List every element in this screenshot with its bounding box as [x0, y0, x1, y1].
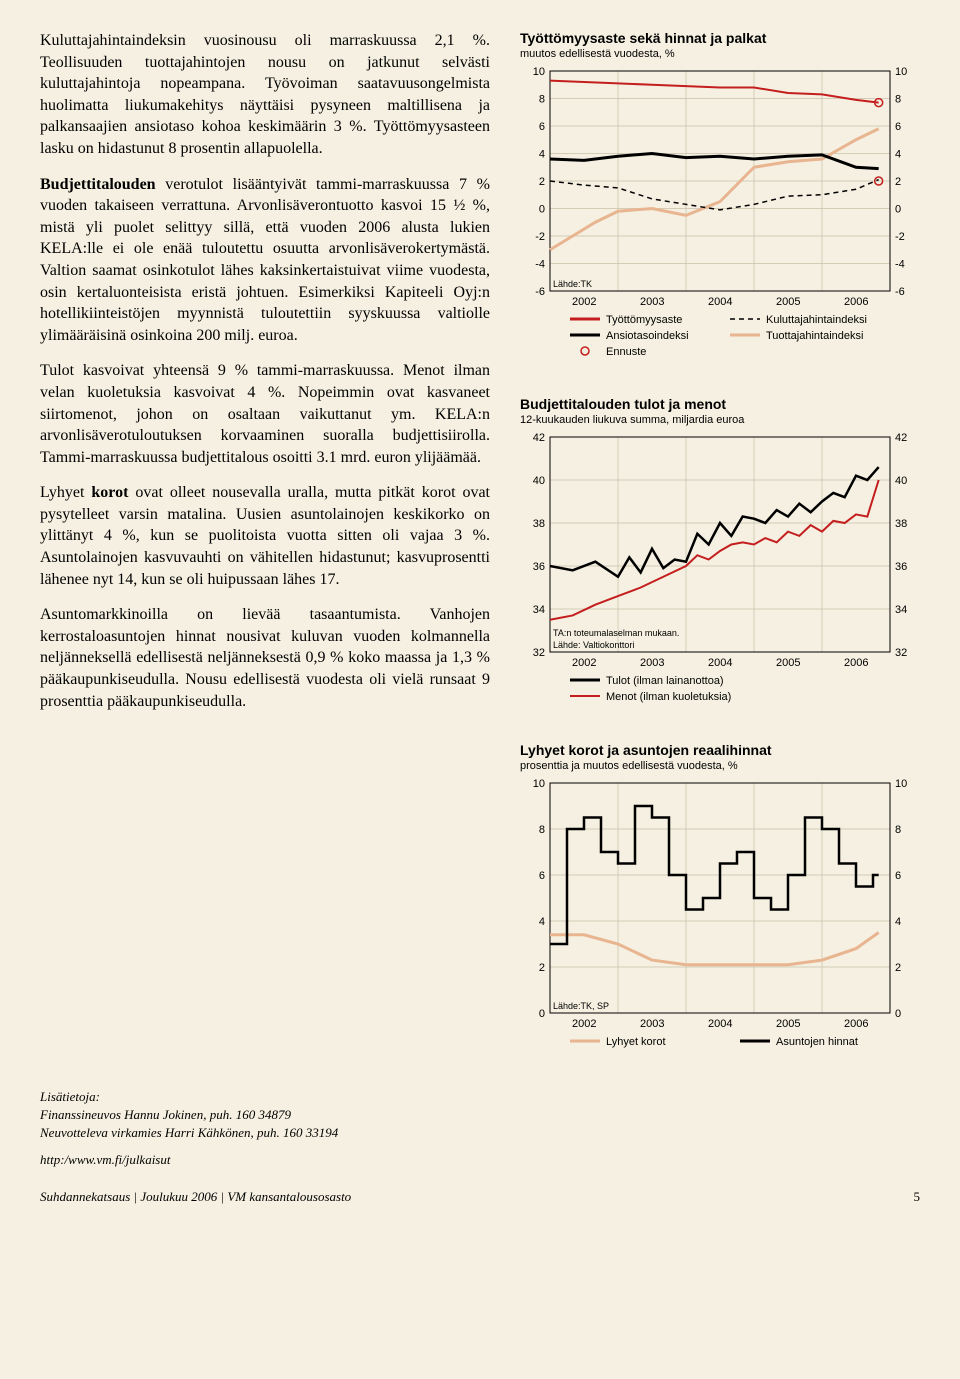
- svg-text:2: 2: [895, 962, 901, 974]
- chart1-svg: -6 -6 -4 -4 -2 -2 0 0 2 2 4 4 6 6 8 8 10 10 2002 2003 2004 20…: [520, 66, 920, 376]
- svg-text:34: 34: [533, 604, 545, 616]
- svg-text:2003: 2003: [640, 1018, 664, 1030]
- chart-rates-housing: Lyhyet korot ja asuntojen reaalihinnat p…: [520, 742, 920, 1068]
- svg-text:2004: 2004: [708, 1018, 732, 1030]
- credits-name1: Finanssineuvos Hannu Jokinen, puh. 160 3…: [40, 1106, 920, 1124]
- svg-text:Menot (ilman kuoletuksia): Menot (ilman kuoletuksia): [606, 691, 731, 703]
- svg-text:8: 8: [539, 824, 545, 836]
- svg-text:0: 0: [539, 1008, 545, 1020]
- svg-text:2004: 2004: [708, 296, 732, 308]
- svg-text:6: 6: [895, 121, 901, 133]
- footer-left: Suhdannekatsaus | Joulukuu 2006 | VM kan…: [40, 1189, 351, 1205]
- svg-text:Tulot (ilman lainanottoa): Tulot (ilman lainanottoa): [606, 675, 724, 687]
- svg-text:0: 0: [539, 204, 545, 216]
- svg-text:2002: 2002: [572, 657, 596, 669]
- svg-text:Lähde: Valtiokonttori: Lähde: Valtiokonttori: [553, 640, 634, 650]
- svg-text:10: 10: [895, 66, 907, 78]
- chart-unemployment-prices: Työttömyysaste sekä hinnat ja palkat muu…: [520, 30, 920, 376]
- svg-text:4: 4: [539, 916, 545, 928]
- svg-text:-6: -6: [895, 286, 905, 298]
- svg-text:4: 4: [895, 916, 901, 928]
- chart2-svg: 32 32 34 34 36 36 38 38 40 40 42 42 2002 2003 2004 2005…: [520, 432, 920, 722]
- svg-text:2006: 2006: [844, 1018, 868, 1030]
- chart2-subtitle: 12-kuukauden liukuva summa, miljardia eu…: [520, 414, 920, 426]
- svg-text:2: 2: [539, 176, 545, 188]
- svg-text:Työttömyysaste: Työttömyysaste: [606, 314, 682, 326]
- footer-page-number: 5: [914, 1189, 921, 1205]
- svg-text:4: 4: [539, 149, 545, 161]
- svg-text:10: 10: [533, 66, 545, 78]
- svg-text:-4: -4: [895, 259, 905, 271]
- svg-text:2002: 2002: [572, 1018, 596, 1030]
- svg-text:6: 6: [539, 870, 545, 882]
- page-footer: Suhdannekatsaus | Joulukuu 2006 | VM kan…: [0, 1179, 960, 1225]
- svg-text:4: 4: [895, 149, 901, 161]
- svg-text:2006: 2006: [844, 296, 868, 308]
- svg-text:2: 2: [539, 962, 545, 974]
- svg-text:Lähde:TK: Lähde:TK: [553, 279, 592, 289]
- credits-label: Lisätietoja:: [40, 1088, 920, 1106]
- svg-text:2006: 2006: [844, 657, 868, 669]
- svg-text:36: 36: [533, 561, 545, 573]
- svg-text:-4: -4: [535, 259, 545, 271]
- chart1-subtitle: muutos edellisestä vuodesta, %: [520, 48, 920, 60]
- chart2-title: Budjettitalouden tulot ja menot: [520, 396, 920, 412]
- svg-text:34: 34: [895, 604, 907, 616]
- credits: Lisätietoja: Finanssineuvos Hannu Jokine…: [0, 1088, 960, 1179]
- svg-text:2004: 2004: [708, 657, 732, 669]
- svg-text:8: 8: [539, 94, 545, 106]
- svg-text:Ennuste: Ennuste: [606, 346, 646, 358]
- charts-column: Työttömyysaste sekä hinnat ja palkat muu…: [520, 30, 920, 1068]
- svg-text:Tuottajahintaindeksi: Tuottajahintaindeksi: [766, 330, 863, 342]
- credits-name2: Neuvotteleva virkamies Harri Kähkönen, p…: [40, 1124, 920, 1142]
- article-text: Kuluttajahintaindeksin vuosinousu oli ma…: [40, 30, 490, 1068]
- svg-text:32: 32: [895, 647, 907, 659]
- svg-text:2005: 2005: [776, 657, 800, 669]
- svg-text:Kuluttajahintaindeksi: Kuluttajahintaindeksi: [766, 314, 867, 326]
- paragraph-3: Tulot kasvoivat yhteensä 9 % tammi-marra…: [40, 360, 490, 468]
- svg-text:42: 42: [895, 432, 907, 444]
- svg-text:-2: -2: [895, 231, 905, 243]
- credits-url: http:/www.vm.fi/julkaisut: [40, 1151, 920, 1169]
- paragraph-2: Budjettitalouden verotulot lisääntyivät …: [40, 174, 490, 347]
- svg-text:40: 40: [533, 475, 545, 487]
- chart3-title: Lyhyet korot ja asuntojen reaalihinnat: [520, 742, 920, 758]
- svg-text:10: 10: [895, 778, 907, 790]
- svg-text:Lähde:TK, SP: Lähde:TK, SP: [553, 1001, 609, 1011]
- svg-text:2005: 2005: [776, 1018, 800, 1030]
- svg-text:2002: 2002: [572, 296, 596, 308]
- paragraph-4: Lyhyet korot ovat olleet nousevalla ural…: [40, 482, 490, 590]
- svg-text:Lyhyet korot: Lyhyet korot: [606, 1036, 666, 1048]
- svg-text:0: 0: [895, 204, 901, 216]
- svg-text:8: 8: [895, 94, 901, 106]
- svg-text:40: 40: [895, 475, 907, 487]
- svg-text:38: 38: [533, 518, 545, 530]
- chart-budget: Budjettitalouden tulot ja menot 12-kuuka…: [520, 396, 920, 722]
- svg-text:-6: -6: [535, 286, 545, 298]
- svg-text:Asuntojen hinnat: Asuntojen hinnat: [776, 1036, 858, 1048]
- svg-text:2005: 2005: [776, 296, 800, 308]
- svg-text:2: 2: [895, 176, 901, 188]
- svg-text:8: 8: [895, 824, 901, 836]
- svg-text:-2: -2: [535, 231, 545, 243]
- svg-text:38: 38: [895, 518, 907, 530]
- svg-text:6: 6: [539, 121, 545, 133]
- paragraph-5: Asuntomarkkinoilla on lievää tasaantumis…: [40, 604, 490, 712]
- svg-text:TA:n toteumalaselman mukaan.: TA:n toteumalaselman mukaan.: [553, 628, 679, 638]
- svg-text:10: 10: [533, 778, 545, 790]
- chart1-title: Työttömyysaste sekä hinnat ja palkat: [520, 30, 920, 46]
- chart3-svg: 0 0 2 2 4 4 6 6 8 8 10 10 2002 2003 2004 2005 2006 Lähde:…: [520, 778, 920, 1068]
- svg-text:Ansiotasoindeksi: Ansiotasoindeksi: [606, 330, 689, 342]
- svg-text:32: 32: [533, 647, 545, 659]
- svg-text:2003: 2003: [640, 296, 664, 308]
- paragraph-1: Kuluttajahintaindeksin vuosinousu oli ma…: [40, 30, 490, 160]
- svg-text:0: 0: [895, 1008, 901, 1020]
- svg-text:36: 36: [895, 561, 907, 573]
- chart3-subtitle: prosenttia ja muutos edellisestä vuodest…: [520, 760, 920, 772]
- svg-text:6: 6: [895, 870, 901, 882]
- svg-text:2003: 2003: [640, 657, 664, 669]
- svg-text:42: 42: [533, 432, 545, 444]
